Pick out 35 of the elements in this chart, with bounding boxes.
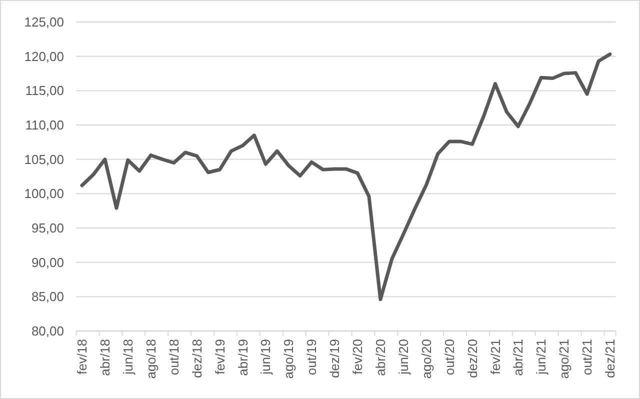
- y-tick-label: 120,00: [24, 48, 64, 64]
- x-tick-label: fev/21: [488, 339, 503, 374]
- x-tick-label: jun/19: [258, 339, 274, 376]
- x-tick-label: fev/18: [74, 339, 90, 374]
- x-tick-label: dez/18: [189, 339, 204, 378]
- line-series: [80, 52, 612, 302]
- y-tick-label: 100,00: [24, 186, 64, 202]
- x-tick-label: fev/20: [350, 339, 366, 374]
- x-tick-label: ago/20: [418, 339, 434, 379]
- x-tick-label: out/21: [580, 339, 595, 376]
- x-tick-label: abr/18: [98, 339, 113, 376]
- x-tick-label: out/20: [442, 339, 457, 376]
- x-tick-label: out/19: [304, 339, 320, 376]
- x-tick-label: abr/21: [510, 339, 526, 376]
- x-tick-label: abr/19: [235, 339, 250, 376]
- x-tick-label: dez/19: [327, 339, 342, 378]
- x-tick-label: dez/20: [464, 339, 480, 378]
- y-tick-label: 85,00: [31, 289, 64, 304]
- x-tick-label: jun/21: [534, 339, 549, 376]
- x-tick-label: dez/21: [602, 339, 618, 378]
- y-tick-label: 110,00: [25, 118, 64, 133]
- y-tick-label: 115,00: [25, 83, 64, 98]
- y-tick-label: 80,00: [31, 324, 64, 339]
- x-tick-label: ago/21: [556, 339, 572, 379]
- y-tick-label: 125,00: [24, 14, 64, 30]
- y-tick-label: 105,00: [24, 152, 64, 167]
- x-tick-label: abr/20: [372, 339, 388, 376]
- x-tick-label: ago/18: [143, 339, 158, 379]
- x-tick-label: jun/18: [120, 339, 136, 376]
- x-tick-label: fev/19: [212, 339, 228, 374]
- y-tick-label: 95,00: [31, 220, 64, 236]
- y-tick-label: 90,00: [31, 254, 64, 270]
- x-tick-label: ago/19: [281, 339, 296, 379]
- x-tick-label: out/18: [166, 339, 182, 376]
- x-tick-label: jun/20: [396, 339, 411, 376]
